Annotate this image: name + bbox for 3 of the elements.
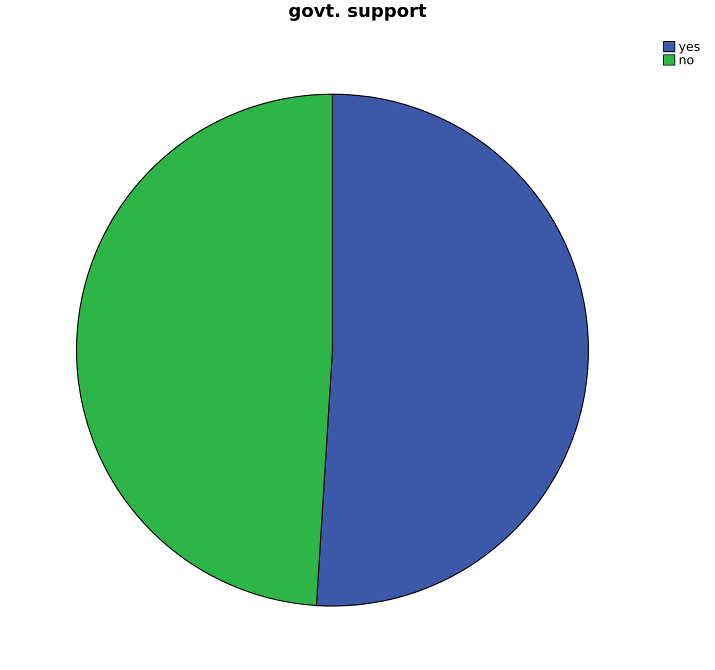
chart-title: govt. support	[289, 4, 426, 21]
legend-label: no	[680, 57, 694, 64]
legend-label: yes	[678, 44, 700, 54]
